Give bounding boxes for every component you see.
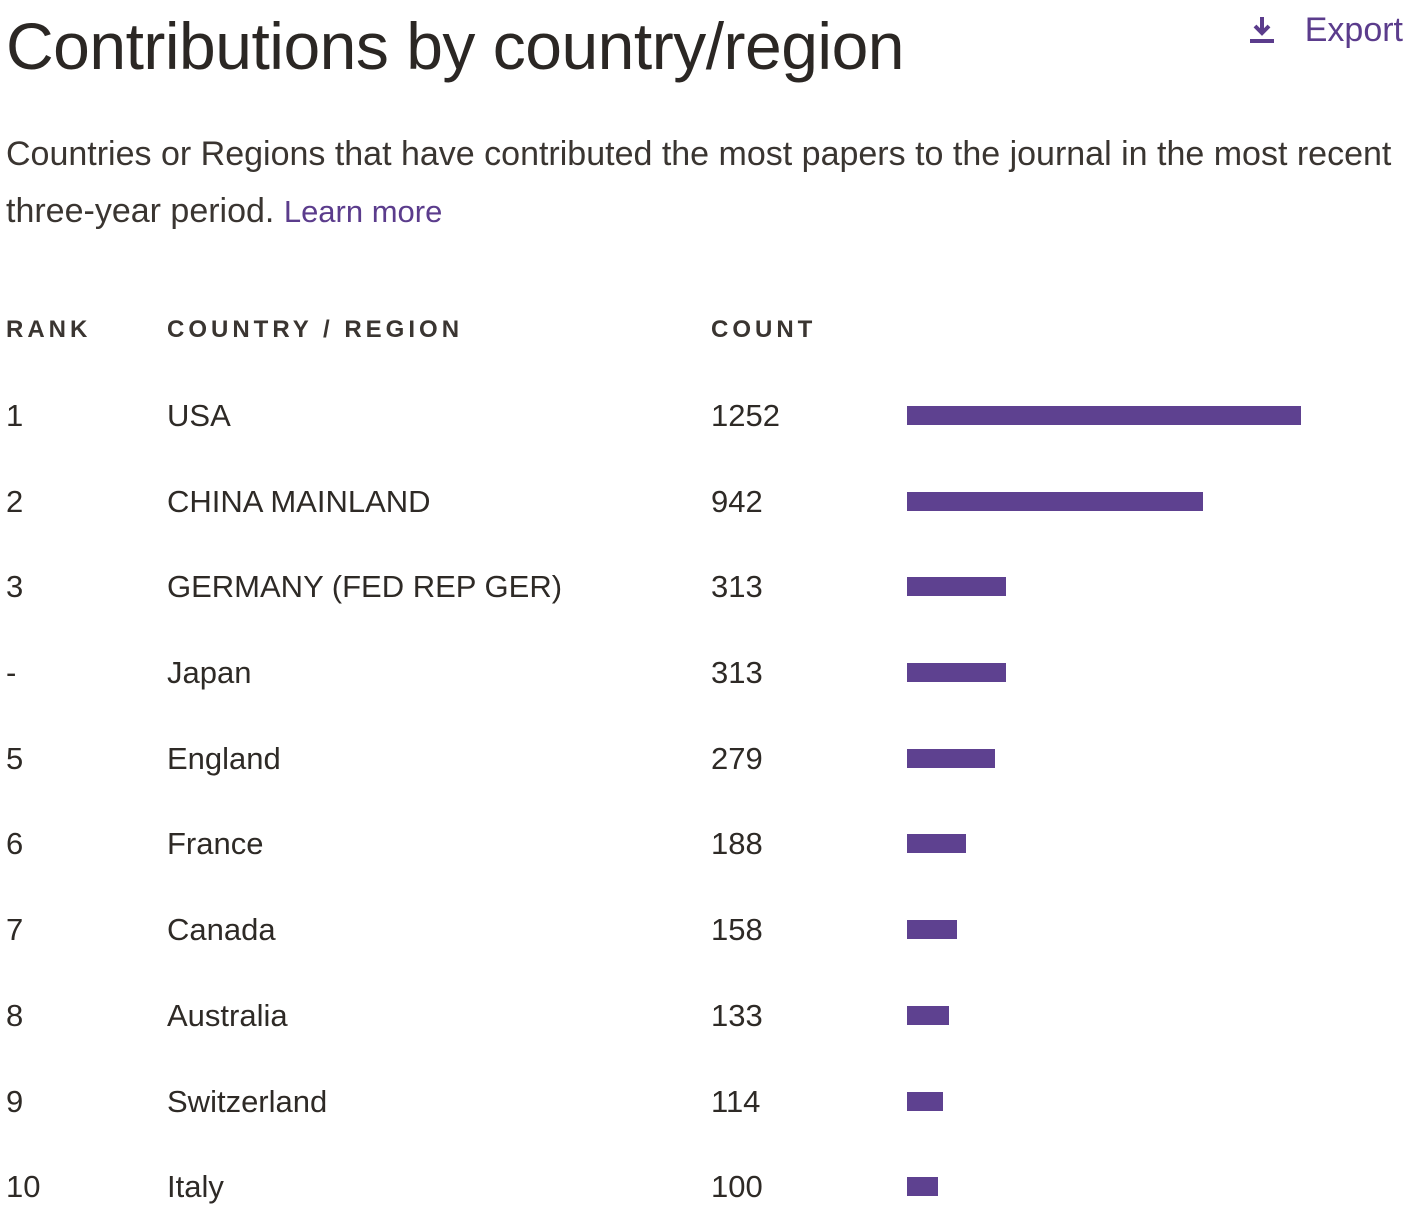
table-row: 1 USA 1252 xyxy=(0,374,1417,460)
count-cell: 313 xyxy=(711,569,763,605)
count-bar xyxy=(907,577,1006,597)
learn-more-link[interactable]: Learn more xyxy=(283,194,443,229)
rank-cell: 6 xyxy=(6,826,24,862)
count-bar xyxy=(907,491,1203,511)
count-cell: 100 xyxy=(711,1169,763,1205)
count-bar xyxy=(907,834,966,854)
country-cell: Switzerland xyxy=(167,1083,328,1119)
description: Countries or Regions that have contribut… xyxy=(6,126,1406,240)
country-cell: France xyxy=(167,826,264,862)
count-cell: 942 xyxy=(711,483,763,519)
count-cell: 188 xyxy=(711,826,763,862)
table-row: 3 GERMANY (FED REP GER) 313 xyxy=(0,545,1417,631)
table-row: 9 Switzerland 114 xyxy=(0,1060,1417,1146)
count-bar-track xyxy=(907,920,1327,940)
count-bar-track xyxy=(907,834,1327,854)
rank-cell: 10 xyxy=(6,1169,41,1205)
country-cell: CHINA MAINLAND xyxy=(167,483,431,519)
count-bar-track xyxy=(907,663,1327,683)
table-body: 1 USA 1252 2 CHINA MAINLAND 942 3 GERMANY (FED … xyxy=(0,374,1417,1231)
count-bar xyxy=(907,1177,938,1197)
table-row: - Japan 313 xyxy=(0,631,1417,717)
count-bar xyxy=(907,1091,943,1111)
download-icon xyxy=(1249,17,1274,43)
table-row: 2 CHINA MAINLAND 942 xyxy=(0,460,1417,546)
table-row: 6 France 188 xyxy=(0,802,1417,888)
country-cell: USA xyxy=(167,398,231,433)
country-cell: Australia xyxy=(167,997,288,1033)
count-cell: 133 xyxy=(711,997,763,1033)
count-bar-track xyxy=(907,1177,1327,1197)
table-row: 7 Canada 158 xyxy=(0,888,1417,974)
count-bar-track xyxy=(907,577,1327,597)
header: Contributions by country/region Export xyxy=(6,6,1403,96)
count-bar xyxy=(907,406,1301,425)
description-text: Countries or Regions that have contribut… xyxy=(6,135,1392,230)
count-cell: 1252 xyxy=(711,398,780,433)
count-bar-track xyxy=(907,748,1327,768)
country-cell: Canada xyxy=(167,912,276,948)
rank-cell: 1 xyxy=(6,398,24,433)
count-bar xyxy=(907,663,1006,683)
count-bar-track xyxy=(907,1005,1327,1025)
export-button[interactable]: Export xyxy=(1249,10,1403,50)
rank-cell: 8 xyxy=(6,997,24,1033)
country-cell: GERMANY (FED REP GER) xyxy=(167,569,563,605)
table-row: 8 Australia 133 xyxy=(0,974,1417,1060)
rank-cell: 7 xyxy=(6,912,24,948)
count-bar-track xyxy=(907,406,1327,425)
table-row: 10 Italy 100 xyxy=(0,1145,1417,1231)
page-title: Contributions by country/region xyxy=(6,9,905,83)
rank-cell: - xyxy=(6,655,17,691)
country-cell: England xyxy=(167,740,281,776)
export-label: Export xyxy=(1304,11,1403,49)
count-cell: 279 xyxy=(711,740,763,776)
rank-cell: 2 xyxy=(6,483,24,519)
country-cell: Italy xyxy=(167,1169,224,1205)
table-row: 5 England 279 xyxy=(0,717,1417,803)
rank-cell: 9 xyxy=(6,1083,24,1119)
count-bar-track xyxy=(907,491,1327,511)
count-cell: 313 xyxy=(711,655,763,691)
count-bar xyxy=(907,748,995,768)
count-bar xyxy=(907,1005,949,1025)
rank-cell: 3 xyxy=(6,569,24,605)
column-header-rank: RANK xyxy=(6,316,92,343)
column-header-country: COUNTRY / REGION xyxy=(167,316,464,343)
rank-cell: 5 xyxy=(6,740,24,776)
count-bar xyxy=(907,920,957,940)
count-cell: 114 xyxy=(711,1083,761,1119)
table-header: RANK COUNTRY / REGION COUNT xyxy=(0,316,1417,350)
country-cell: Japan xyxy=(167,655,252,691)
count-cell: 158 xyxy=(711,912,763,948)
count-bar-track xyxy=(907,1091,1327,1111)
column-header-count: COUNT xyxy=(711,316,817,343)
